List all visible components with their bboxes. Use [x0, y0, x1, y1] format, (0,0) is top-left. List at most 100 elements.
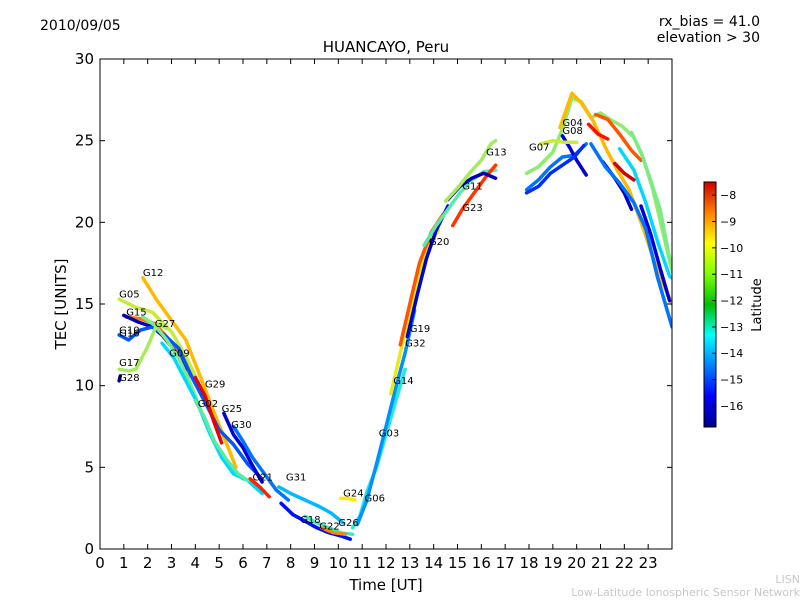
track-g38 [639, 204, 672, 303]
track-g39 [617, 147, 672, 280]
label-g14: G14 [393, 376, 413, 387]
colorbar: −8 −9 −10 −11 −12 −13 −14 −15 −16 Latitude [703, 181, 765, 428]
colorbar-tick-label--16: −16 [720, 400, 743, 413]
x-tick-label-15: 15 [448, 554, 467, 572]
x-tick-label-5: 5 [214, 554, 224, 572]
label-g11: G11 [462, 182, 482, 193]
y-tick-label-15: 15 [75, 295, 94, 313]
label-g03: G03 [379, 428, 399, 439]
track-g12 [141, 276, 238, 470]
label-g02: G02 [198, 399, 218, 410]
label-g30: G30 [231, 420, 251, 431]
label-g16: G16 [119, 329, 139, 340]
y-tick-label-30: 30 [75, 50, 94, 68]
label-g25: G25 [222, 404, 242, 415]
x-tick-label-11: 11 [353, 554, 372, 572]
track-g02 [193, 398, 250, 483]
x-tick-label-8: 8 [286, 554, 296, 572]
label-g27: G27 [155, 319, 175, 330]
track-g41 [629, 130, 672, 265]
track-g16 [117, 325, 264, 481]
x-tick-label-6: 6 [238, 554, 248, 572]
y-axis-label: TEC [UNITS] [52, 259, 70, 351]
x-tick-label-9: 9 [310, 554, 320, 572]
label-g24: G24 [343, 489, 363, 500]
y-tick-label-0: 0 [84, 540, 94, 558]
colorbar-tick-label--8: −8 [720, 189, 736, 202]
colorbar-tick-label--13: −13 [720, 321, 743, 334]
x-tick-label-18: 18 [519, 554, 538, 572]
label-g31: G31 [286, 472, 306, 483]
y-tick-label-10: 10 [75, 377, 94, 395]
y-tick-label-20: 20 [75, 213, 94, 231]
track-g03 [355, 308, 417, 527]
x-tick-label-0: 0 [95, 554, 105, 572]
credit-full: Low-Latitude Ionospheric Sensor Network [571, 586, 800, 599]
rx-bias-label: rx_bias = 41.0 [658, 14, 760, 30]
label-g21: G21 [253, 472, 273, 483]
x-tick-label-10: 10 [329, 554, 348, 572]
colorbar-ticks: −8 −9 −10 −11 −12 −13 −14 −15 −16 [712, 189, 743, 413]
label-g15: G15 [126, 307, 146, 318]
axis-ticks: 0 1 2 3 4 5 6 7 8 9 10 11 12 13 14 15 16 17 18 19 20 21 22 2305… [75, 50, 672, 572]
label-g20: G20 [429, 237, 449, 248]
x-tick-label-19: 19 [543, 554, 562, 572]
x-tick-label-3: 3 [167, 554, 177, 572]
label-g19: G19 [410, 324, 430, 335]
track-g30 [231, 424, 291, 502]
x-tick-label-14: 14 [424, 554, 443, 572]
track-g13 [443, 138, 498, 203]
track-g36 [613, 161, 636, 182]
label-g28: G28 [119, 373, 139, 384]
x-tick-label-20: 20 [567, 554, 586, 572]
track-g31 [277, 485, 345, 525]
track-g26 [319, 526, 348, 537]
x-tick-label-22: 22 [615, 554, 634, 572]
label-g07: G07 [529, 143, 549, 154]
colorbar-tick-label--12: −12 [720, 295, 743, 308]
label-g06: G06 [365, 494, 385, 505]
label-g10: G10 [119, 325, 139, 336]
track-g40 [589, 142, 672, 329]
date-label: 2010/09/05 [40, 18, 121, 34]
x-tick-label-17: 17 [496, 554, 515, 572]
x-tick-label-4: 4 [191, 554, 201, 572]
label-g29: G29 [205, 379, 225, 390]
x-tick-label-23: 23 [639, 554, 658, 572]
x-tick-label-1: 1 [119, 554, 129, 572]
track-g28 [117, 374, 123, 383]
colorbar-gradient [703, 181, 717, 428]
track-g21 [248, 477, 271, 499]
plot-frame [99, 58, 673, 550]
credit-short: LISN [775, 573, 800, 586]
satellite-tracks [117, 91, 672, 541]
label-g12: G12 [143, 268, 163, 279]
chart-title: HUANCAYO, Peru [323, 38, 449, 56]
colorbar-tick-label--15: −15 [720, 374, 743, 387]
label-g13: G13 [486, 147, 506, 158]
label-g32: G32 [405, 339, 425, 350]
track-g17 [117, 321, 169, 373]
track-g25 [222, 411, 264, 484]
track-g23 [450, 163, 498, 228]
label-g18: G18 [300, 515, 320, 526]
track-g19 [405, 204, 450, 339]
elevation-label: elevation > 30 [656, 30, 760, 46]
label-g23: G23 [462, 203, 482, 214]
label-g04: G04 [562, 118, 582, 129]
label-g17: G17 [119, 358, 139, 369]
x-tick-label-16: 16 [472, 554, 491, 572]
track-g24 [338, 496, 357, 502]
colorbar-tick-label--9: −9 [720, 216, 736, 229]
y-tick-label-5: 5 [84, 458, 94, 476]
colorbar-label: Latitude [750, 278, 765, 332]
track-g34 [586, 122, 610, 141]
track-g35 [593, 112, 643, 163]
label-g09: G09 [169, 348, 189, 359]
receiver-info: rx_bias = 41.0 elevation > 30 [657, 14, 760, 46]
y-tick-label-25: 25 [75, 132, 94, 150]
network-credit: LISN Low-Latitude Ionospheric Sensor Net… [571, 573, 800, 599]
x-tick-label-7: 7 [262, 554, 272, 572]
track-g42 [539, 138, 579, 146]
